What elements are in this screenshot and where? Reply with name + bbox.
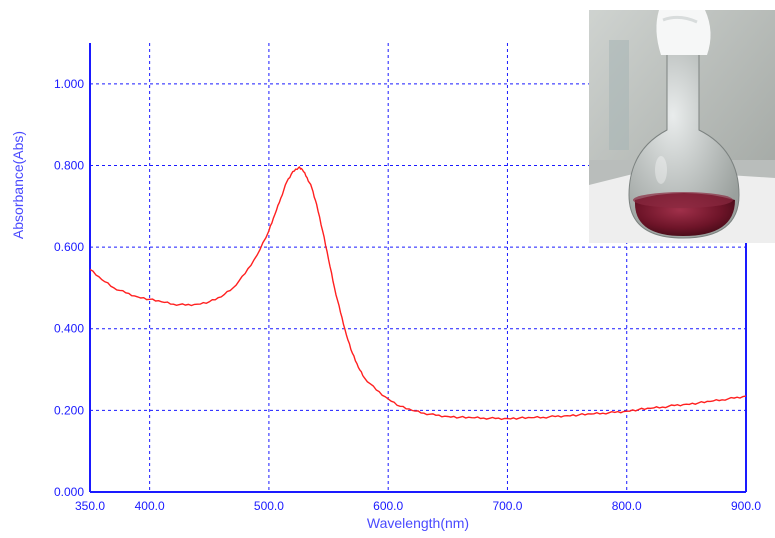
x-tick-label: 800.0 — [612, 499, 642, 513]
axes — [89, 43, 747, 493]
y-tick-label: 0.600 — [54, 240, 84, 254]
x-tick-label: 350.0 — [75, 499, 105, 513]
flask-photo — [589, 10, 775, 243]
y-axis-title: Absorbance(Abs) — [10, 131, 26, 239]
x-tick-label: 900.0 — [731, 499, 761, 513]
x-axis-title: Wavelength(nm) — [367, 515, 469, 531]
y-tick-label: 1.000 — [54, 77, 84, 91]
y-tick-label: 0.200 — [54, 403, 84, 417]
x-tick-label: 500.0 — [254, 499, 284, 513]
x-tick-label: 600.0 — [373, 499, 403, 513]
y-tick-label: 0.400 — [54, 322, 84, 336]
y-tick-label: 0.000 — [54, 485, 84, 499]
absorbance-series-line — [89, 166, 747, 421]
x-tick-label: 700.0 — [492, 499, 522, 513]
x-tick-label: 400.0 — [135, 499, 165, 513]
y-tick-label: 0.800 — [54, 158, 84, 172]
tick-labels: 350.0 400.0 500.0 600.0 700.0 800.0 900.0 0.000… — [54, 77, 761, 513]
